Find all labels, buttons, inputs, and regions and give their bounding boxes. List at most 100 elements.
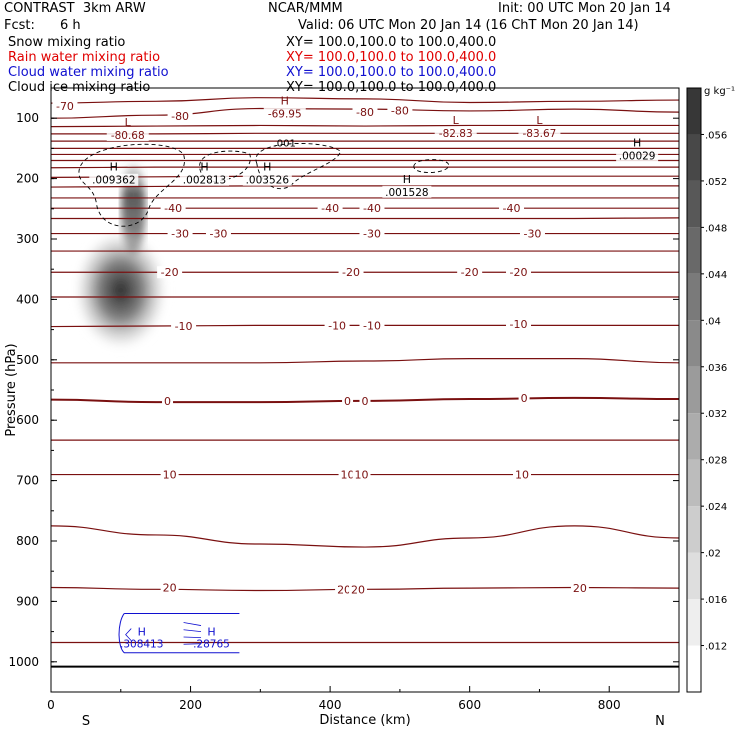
isotherm-label-bg <box>160 581 179 594</box>
colorbar-swatch <box>687 506 701 553</box>
x-axis: 0 200 400 600 800 <box>47 686 621 712</box>
cloud-water-contour <box>125 628 132 641</box>
extremum-value: .001528 <box>385 187 428 199</box>
isotherm-label-bg <box>499 202 525 215</box>
extremum-marker: L <box>125 116 132 129</box>
colorbar-swatch <box>687 552 701 600</box>
isotherm-label-bg <box>457 266 483 279</box>
y-tick-label: 400 <box>16 292 39 306</box>
isotherm-line <box>51 132 679 135</box>
cloud-ice-contour <box>199 150 251 183</box>
isotherm-label-bg <box>513 468 531 481</box>
cloud-ice-contour <box>413 159 450 173</box>
colorbar-swatch <box>687 88 701 135</box>
isotherm-label: -40 <box>164 202 182 215</box>
isotherm-label-bg <box>205 227 231 240</box>
colorbar-tick-label: .056 <box>705 130 727 141</box>
isotherm-label: 0 <box>164 395 171 408</box>
extremum-value-bg <box>263 107 306 120</box>
isotherm-label: -30 <box>363 228 381 241</box>
extremum-marker: H <box>281 94 289 107</box>
valid-time: Valid: 06 UTC Mon 20 Jan 14 (16 ChT Mon … <box>298 18 639 33</box>
isotherm-line <box>51 357 679 364</box>
extremum-value-bg <box>434 127 477 140</box>
cloud-water-contours <box>118 612 240 654</box>
extremum-marker: H <box>633 137 641 150</box>
extrema-labels: L-80.68H-69.95 L-82.83L-83.67H.00029H.009… <box>89 94 659 651</box>
isotherm-line <box>51 185 679 188</box>
isotherm-label: -40 <box>321 202 339 215</box>
isotherm-label: -10 <box>175 320 193 333</box>
cloud-ice-contour-label: .001 <box>274 139 296 150</box>
colorbar-swatch <box>687 227 701 274</box>
cloud-water-contour <box>183 629 202 632</box>
colorbar-tick-label: .048 <box>705 223 727 234</box>
isotherm-label-bg <box>317 202 343 215</box>
colorbar-tick-label: .012 <box>705 642 727 653</box>
isotherm-label: -10 <box>363 319 381 332</box>
y-tick-label: 100 <box>16 111 39 125</box>
extremum-value-bg <box>106 129 149 142</box>
colorbar-tick-label: .024 <box>705 502 727 513</box>
extremum-value: .002813 <box>183 175 226 187</box>
extremum-marker: L <box>453 114 460 127</box>
field-cloud-water: Cloud water mixing ratio <box>8 65 169 80</box>
isotherm-label: -40 <box>503 202 521 215</box>
colorbar-tick-label: .02 <box>705 549 721 560</box>
isotherm-line <box>51 124 679 128</box>
colorbar-unit: g kg⁻¹ <box>704 86 735 97</box>
cloud-water-contour <box>118 612 240 654</box>
extremum-marker: H <box>200 161 208 174</box>
colorbar: .012 .016 .02 .024 .028 .032 .036 .04 .044 .048 .0… <box>686 87 727 693</box>
isotherm-label: 10 <box>515 469 529 482</box>
cloud-ice-contour <box>78 143 185 227</box>
x-axis-title: Distance (km) <box>319 713 410 728</box>
extremum-value-bg <box>180 173 230 186</box>
isotherm-line <box>51 166 679 169</box>
cloud-water-value: .308413 <box>120 639 163 651</box>
extremum-value: .00029 <box>619 151 656 163</box>
y-tick-label: 600 <box>16 413 39 427</box>
y-tick-label: 500 <box>16 353 39 367</box>
isotherm-line <box>51 175 679 178</box>
colorbar-tick-label: .032 <box>705 409 727 420</box>
isotherm-label-bg <box>506 318 532 331</box>
fcst-label: Fcst: <box>4 18 35 33</box>
fcst-value: 6 h <box>60 18 81 33</box>
isotherm-label-bg <box>335 583 354 596</box>
isotherm-label-bg <box>338 468 357 481</box>
isotherm-label-bg <box>359 319 385 332</box>
isotherm-line <box>51 97 679 104</box>
extremum-value: .009362 <box>92 175 135 187</box>
extremum-value-bg <box>89 173 139 186</box>
isotherm-label-bg <box>359 202 385 215</box>
y-tick-label: 200 <box>16 172 39 186</box>
colorbar-frame <box>686 87 702 693</box>
isotherm-label-bg <box>518 391 530 404</box>
extremum-marker: H <box>403 173 411 186</box>
field-snow-xy: XY= 100.0,100.0 to 100.0,400.0 <box>286 35 497 50</box>
isotherm-label-bg <box>162 394 174 407</box>
extremum-value: -69.95 <box>268 108 302 120</box>
isotherm-label: -20 <box>161 266 179 279</box>
org-title: NCAR/MMM <box>268 1 343 16</box>
isotherm-label-bg <box>352 468 371 481</box>
isotherm-label: -10 <box>328 319 346 332</box>
isotherm-label: -10 <box>510 318 528 331</box>
isotherm-label: 10 <box>163 469 177 482</box>
isotherm-label-bg <box>519 227 545 240</box>
extremum-value-bg <box>242 173 292 186</box>
colorbar-swatch <box>687 645 701 692</box>
snow-shading-core <box>72 228 169 352</box>
isotherm-line <box>51 217 679 220</box>
x-tick-label: 600 <box>458 698 481 712</box>
extremum-value: -80.68 <box>111 130 145 142</box>
colorbar-tick-label: .036 <box>705 363 727 374</box>
x-tick-label: 800 <box>598 698 621 712</box>
isotherm-label: -80 <box>171 110 189 123</box>
isotherm-label: -70 <box>56 100 74 113</box>
extremum-value: -82.83 <box>439 128 473 140</box>
init-time: Init: 00 UTC Mon 20 Jan 14 <box>498 1 671 16</box>
isotherm-label-bg <box>167 109 193 122</box>
